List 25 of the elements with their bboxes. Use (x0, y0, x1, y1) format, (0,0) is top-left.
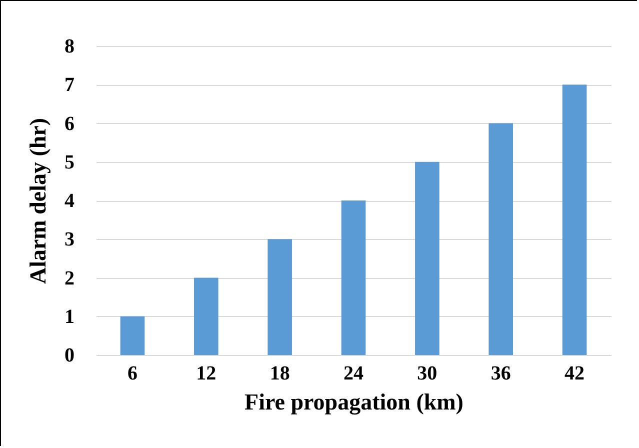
bar (194, 278, 218, 355)
bar (562, 84, 587, 355)
x-tick-label: 36 (490, 362, 511, 384)
bar (120, 316, 145, 355)
y-tick-label: 5 (64, 151, 74, 174)
bar (488, 123, 514, 355)
y-tick-label: 6 (64, 112, 74, 135)
bar (341, 200, 366, 355)
y-tick-label: 2 (64, 267, 74, 290)
x-tick-label: 30 (417, 362, 438, 384)
y-axis-title: Alarm delay (hr) (26, 118, 50, 284)
y-tick-label: 7 (64, 74, 74, 96)
x-tick-label: 18 (270, 362, 290, 384)
x-tick-label: 6 (127, 362, 138, 384)
bar (268, 239, 292, 355)
x-axis-title: Fire propagation (km) (244, 390, 464, 416)
x-tick-label: 12 (196, 362, 216, 384)
y-tick-label: 1 (64, 306, 74, 328)
x-tick-label: 42 (564, 362, 585, 384)
x-tick-label: 24 (344, 362, 364, 384)
y-tick-label: 4 (64, 190, 74, 212)
y-tick-label: 3 (64, 228, 74, 251)
y-tick-label: 0 (64, 344, 74, 366)
bar (415, 162, 440, 355)
y-tick-label: 8 (64, 36, 74, 58)
